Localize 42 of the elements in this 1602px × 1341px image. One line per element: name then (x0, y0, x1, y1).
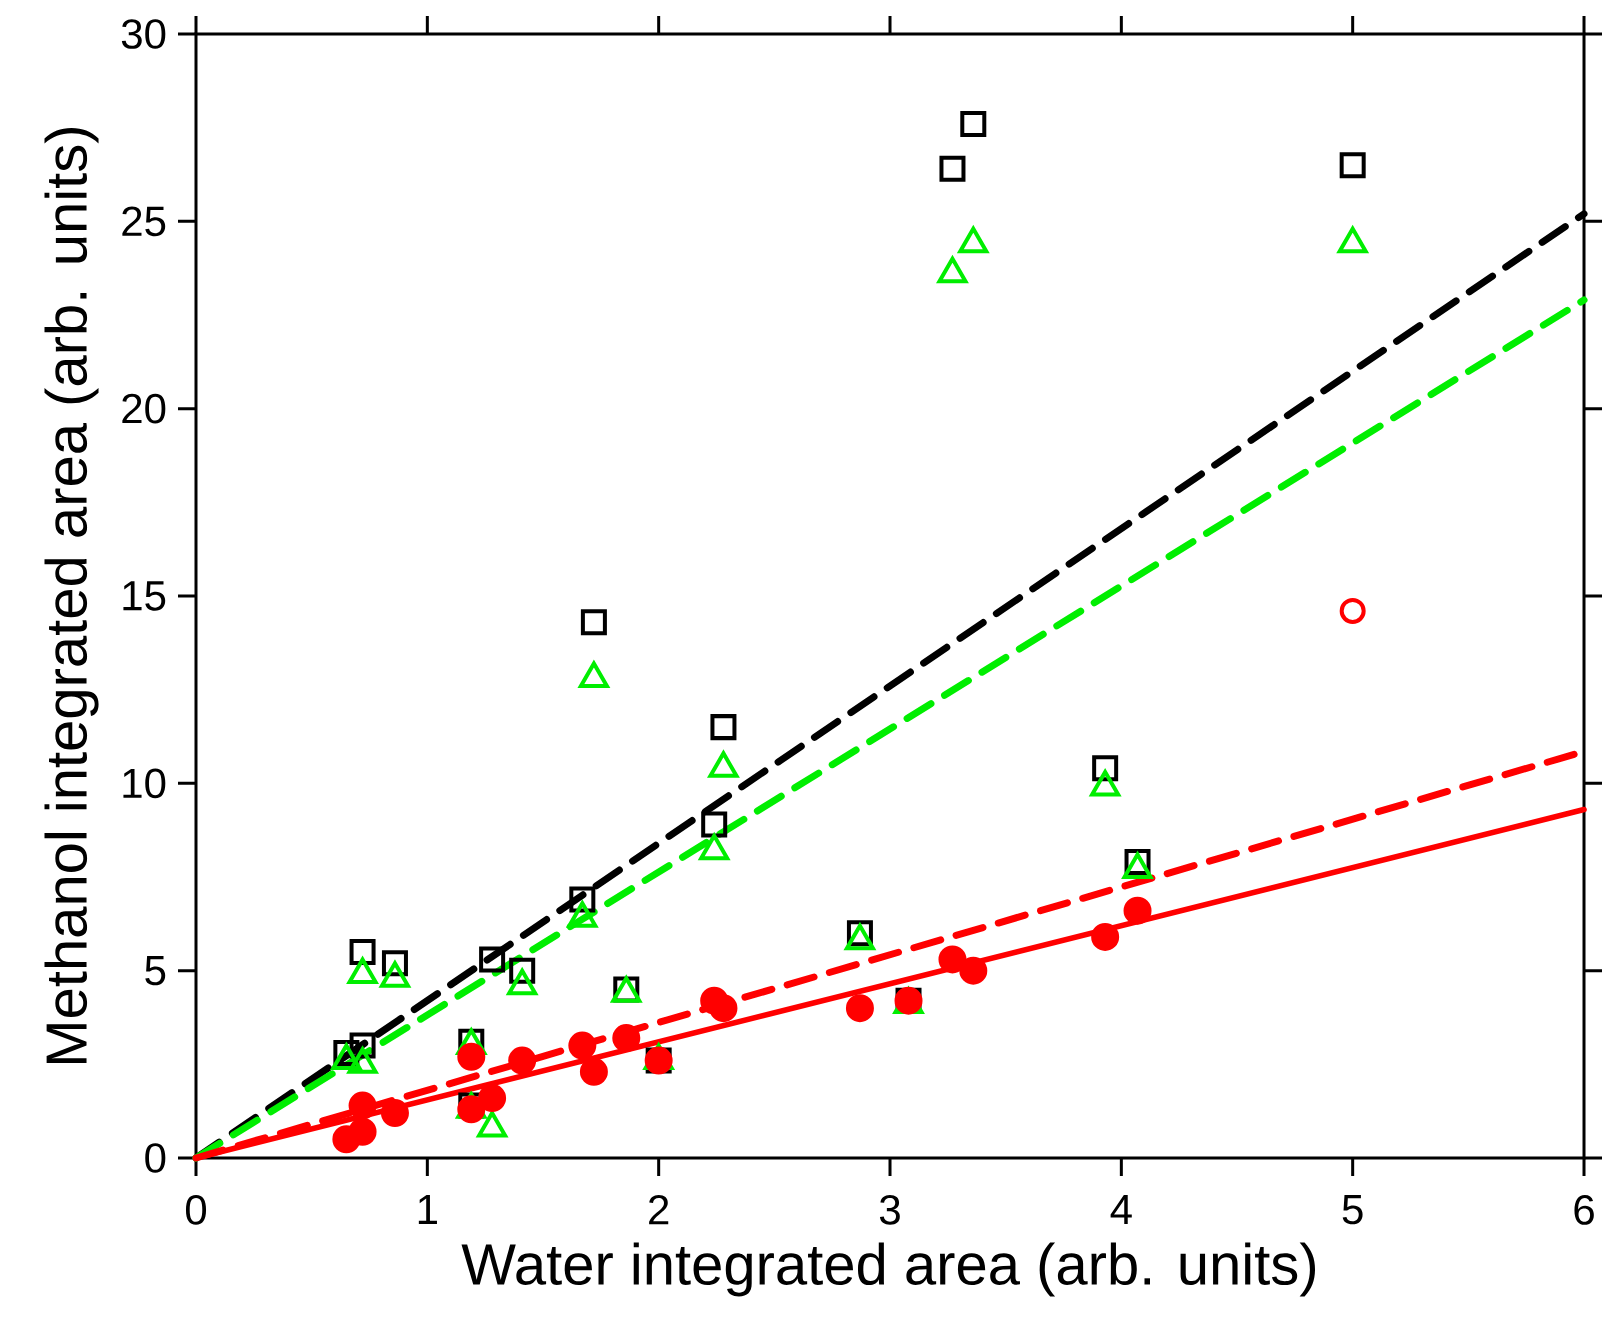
point (509, 957, 536, 984)
point (1339, 152, 1366, 179)
point (710, 714, 737, 741)
point (845, 994, 874, 1023)
y-axis-title: Methanol integrated area (arb. units) (44, 128, 99, 1064)
x-axis-title: Water integrated area (arb. units) (461, 1242, 1316, 1297)
point (939, 155, 966, 182)
point (478, 1084, 507, 1113)
point (709, 994, 738, 1023)
y-tick-label: 0 (145, 1143, 166, 1173)
point (580, 609, 607, 636)
point (457, 1042, 486, 1071)
point (380, 1099, 409, 1128)
x-tick-label: 6 (1574, 1195, 1594, 1225)
x-tick-label: 2 (649, 1195, 669, 1225)
point (349, 938, 376, 965)
point (479, 946, 506, 973)
point (960, 110, 987, 137)
point (1339, 597, 1366, 624)
point (1123, 896, 1152, 925)
y-tick-label: 5 (145, 956, 166, 986)
y-tick-label: 15 (123, 581, 166, 611)
point (348, 1117, 377, 1146)
point (612, 1024, 641, 1053)
point (568, 1031, 597, 1060)
point (1091, 922, 1120, 951)
y-tick-label: 25 (122, 206, 166, 237)
point (457, 1095, 486, 1124)
point (701, 811, 728, 838)
x-tick-label: 1 (418, 1195, 437, 1224)
point (579, 1057, 608, 1086)
x-tick-label: 0 (185, 1195, 207, 1225)
x-tick-label: 4 (1110, 1195, 1132, 1224)
y-tick-label: 20 (122, 393, 166, 424)
y-tick-label: 10 (123, 768, 166, 799)
x-tick-label: 3 (879, 1195, 900, 1225)
point (348, 1091, 377, 1120)
x-tick-label: 5 (1342, 1195, 1363, 1225)
point (959, 956, 988, 985)
point (938, 945, 967, 974)
point (508, 1046, 537, 1075)
y-tick-label: 30 (121, 19, 166, 49)
